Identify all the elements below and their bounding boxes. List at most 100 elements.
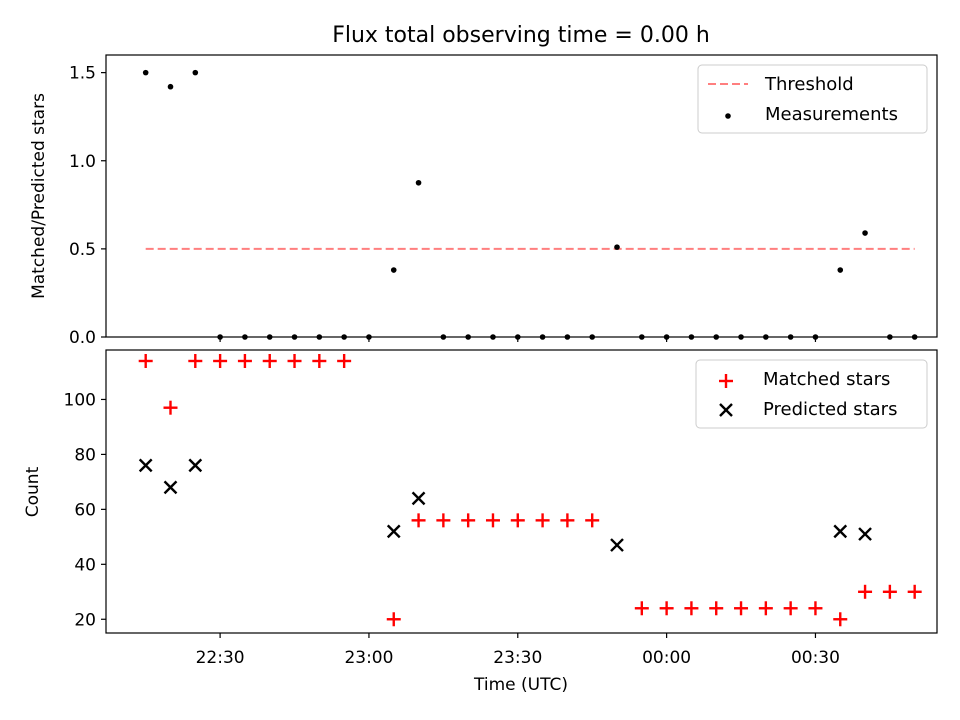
measurement-point bbox=[242, 334, 248, 340]
top-y-axis-label: Matched/Predicted stars bbox=[29, 93, 49, 299]
top-legend: Threshold Measurements bbox=[697, 64, 928, 134]
matched-point bbox=[287, 353, 302, 368]
bottom-y-tick-label: 80 bbox=[74, 445, 96, 465]
matched-point bbox=[560, 513, 575, 528]
matched-point bbox=[833, 612, 848, 627]
matched-point bbox=[907, 584, 922, 599]
x-tick-label: 23:00 bbox=[344, 648, 393, 668]
measurement-point bbox=[266, 334, 273, 340]
matched-point bbox=[237, 353, 252, 368]
legend-matched-label: Matched stars bbox=[763, 369, 890, 390]
matched-point bbox=[262, 353, 277, 368]
measurement-point bbox=[862, 230, 868, 236]
measurement-point bbox=[763, 334, 769, 340]
top-plot-frame bbox=[105, 54, 938, 338]
measurement-point bbox=[415, 179, 422, 186]
matched-point bbox=[734, 601, 749, 616]
bottom-plot-frame bbox=[105, 349, 938, 634]
measurement-point bbox=[390, 267, 397, 273]
legend-predicted-swatch bbox=[719, 403, 733, 417]
matched-point bbox=[684, 601, 699, 616]
x-tick-label: 22:30 bbox=[196, 648, 245, 668]
measurement-point bbox=[688, 334, 695, 340]
bottom-y-tick-label: 100 bbox=[64, 390, 96, 410]
legend-predicted-label: Predicted stars bbox=[763, 399, 897, 420]
predicted-point bbox=[188, 458, 203, 473]
predicted-point bbox=[386, 524, 401, 539]
legend-measurements-label: Measurements bbox=[765, 104, 898, 125]
matched-point bbox=[535, 513, 550, 528]
measurement-point bbox=[837, 267, 844, 273]
matched-point bbox=[436, 513, 451, 528]
bottom-points bbox=[138, 353, 922, 627]
legend-measurements-swatch bbox=[725, 113, 731, 119]
measurement-point bbox=[738, 334, 744, 340]
x-tick-label: 00:30 bbox=[791, 648, 840, 668]
measurement-point bbox=[440, 334, 447, 340]
legend-matched-swatch bbox=[719, 374, 733, 388]
top-panel: 0.0 0.5 1.0 1.5 Matched/Predicted stars Thr… bbox=[29, 54, 938, 348]
measurement-point bbox=[787, 334, 794, 340]
bottom-legend: Matched stars Predicted stars bbox=[695, 359, 928, 429]
predicted-point bbox=[138, 458, 153, 473]
bottom-y-tick-label: 20 bbox=[74, 610, 96, 630]
matched-point bbox=[386, 612, 401, 627]
x-axis-label: Time (UTC) bbox=[473, 675, 568, 695]
measurement-point bbox=[316, 334, 323, 340]
matched-point bbox=[585, 513, 600, 528]
measurement-point bbox=[465, 334, 471, 340]
top-y-tick-label: 1.5 bbox=[69, 64, 96, 84]
measurement-point bbox=[167, 83, 174, 90]
bottom-panel: 20 40 60 80 100 22:30 23:00 23:30 00:00 00:30 Co… bbox=[23, 349, 938, 695]
top-legend-box bbox=[697, 64, 928, 134]
bottom-legend-box bbox=[695, 359, 928, 429]
top-y-tick-label: 0.0 bbox=[69, 328, 96, 348]
measurement-point bbox=[192, 69, 199, 76]
predicted-point bbox=[411, 491, 426, 506]
predicted-point bbox=[610, 538, 624, 552]
matched-point bbox=[138, 353, 153, 368]
predicted-point bbox=[163, 480, 178, 495]
measurement-point bbox=[614, 244, 620, 250]
matched-point bbox=[312, 353, 327, 368]
measurement-point bbox=[142, 69, 149, 76]
measurements-series bbox=[142, 69, 918, 340]
matched-point bbox=[163, 400, 178, 415]
matched-point bbox=[659, 601, 674, 616]
bottom-x-axis: 22:30 23:00 23:30 00:00 00:30 bbox=[196, 633, 840, 668]
predicted-point bbox=[858, 527, 872, 541]
matched-point bbox=[758, 601, 773, 616]
measurement-point bbox=[589, 334, 595, 340]
bottom-y-tick-label: 60 bbox=[74, 500, 96, 520]
bottom-y-axis-label: Count bbox=[23, 466, 43, 517]
bottom-y-tick-label: 40 bbox=[74, 555, 96, 575]
top-y-axis: 0.0 0.5 1.0 1.5 bbox=[69, 64, 106, 348]
measurement-point bbox=[713, 334, 720, 340]
measurement-point bbox=[341, 334, 347, 340]
measurement-point bbox=[539, 334, 546, 340]
top-y-tick-label: 0.5 bbox=[69, 240, 96, 260]
matched-point bbox=[337, 353, 352, 368]
measurement-point bbox=[911, 334, 918, 340]
x-tick-label: 23:30 bbox=[493, 648, 542, 668]
matched-point bbox=[634, 601, 649, 616]
matched-point bbox=[858, 584, 873, 599]
matched-point bbox=[485, 513, 500, 528]
matched-point bbox=[882, 584, 897, 599]
matched-point bbox=[783, 601, 798, 616]
chart-title: Flux total observing time = 0.00 h bbox=[332, 23, 710, 48]
measurement-point bbox=[887, 334, 893, 340]
matched-point bbox=[411, 513, 426, 528]
legend-threshold-label: Threshold bbox=[764, 74, 854, 95]
matched-point bbox=[213, 353, 228, 368]
predicted-point bbox=[833, 524, 848, 539]
x-tick-label: 00:00 bbox=[642, 648, 691, 668]
matched-point bbox=[461, 513, 476, 528]
matched-point bbox=[709, 601, 724, 616]
measurement-point bbox=[490, 334, 496, 340]
top-x-axis bbox=[219, 337, 817, 342]
measurement-point bbox=[291, 334, 298, 340]
bottom-y-axis: 20 40 60 80 100 bbox=[64, 390, 106, 630]
top-y-tick-label: 1.0 bbox=[69, 152, 96, 172]
matched-point bbox=[808, 601, 823, 616]
